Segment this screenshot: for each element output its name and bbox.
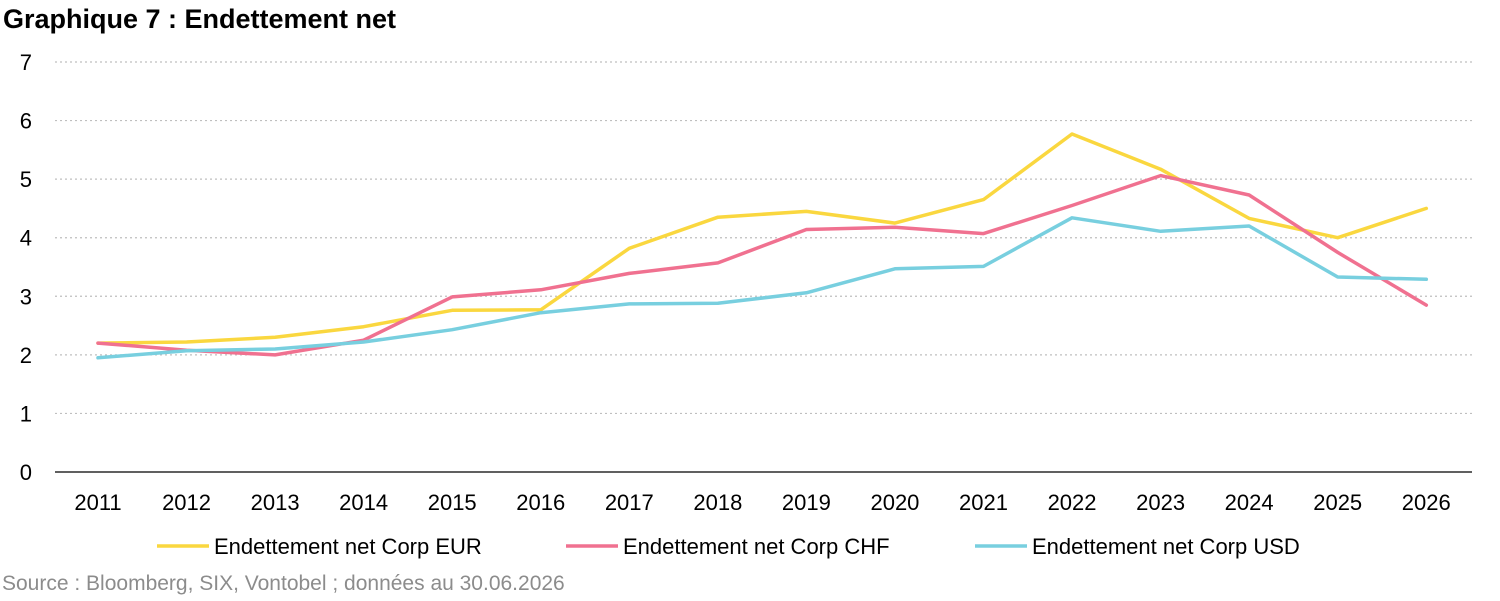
series-line-2 [96,216,1429,360]
x-tick-label: 2018 [693,490,742,515]
legend-item-1: Endettement net Corp CHF [566,534,890,559]
legend-label: Endettement net Corp USD [1032,534,1300,559]
x-axis-ticks: 2011 2012 2013 2014 2015 2016 2017 2018 2019 2020… [74,490,1450,515]
y-tick-label: 1 [20,401,32,426]
legend: Endettement net Corp EUR Endettement net … [157,534,1300,559]
y-tick-label: 0 [20,460,32,485]
x-tick-label: 2013 [251,490,300,515]
chart-title: Graphique 7 : Endettement net [3,4,397,34]
gridlines [55,61,1472,473]
series-lines [96,132,1429,360]
legend-label: Endettement net Corp CHF [623,534,890,559]
x-tick-label: 2026 [1402,490,1451,515]
x-tick-label: 2016 [516,490,565,515]
legend-item-0: Endettement net Corp EUR [157,534,482,559]
x-tick-label: 2024 [1225,490,1274,515]
x-tick-label: 2019 [782,490,831,515]
series-line-0 [96,132,1429,345]
y-tick-label: 4 [20,226,32,251]
y-tick-label: 6 [20,109,32,134]
x-tick-label: 2012 [162,490,211,515]
y-tick-label: 5 [20,167,32,192]
y-tick-label: 3 [20,284,32,309]
x-tick-label: 2014 [339,490,388,515]
source-note: Source : Bloomberg, SIX, Vontobel ; donn… [2,572,565,595]
legend-item-2: Endettement net Corp USD [975,534,1300,559]
x-tick-label: 2017 [605,490,654,515]
y-axis-ticks: 0 1 2 3 4 5 6 7 [20,50,32,485]
y-tick-label: 7 [20,50,32,75]
x-tick-label: 2023 [1136,490,1185,515]
legend-label: Endettement net Corp EUR [214,534,482,559]
x-tick-label: 2025 [1313,490,1362,515]
x-tick-label: 2021 [959,490,1008,515]
x-tick-label: 2020 [870,490,919,515]
series-line-1 [96,173,1429,357]
x-tick-label: 2011 [74,490,121,515]
x-tick-label: 2022 [1048,490,1097,515]
y-tick-label: 2 [20,343,32,368]
x-tick-label: 2015 [428,490,477,515]
